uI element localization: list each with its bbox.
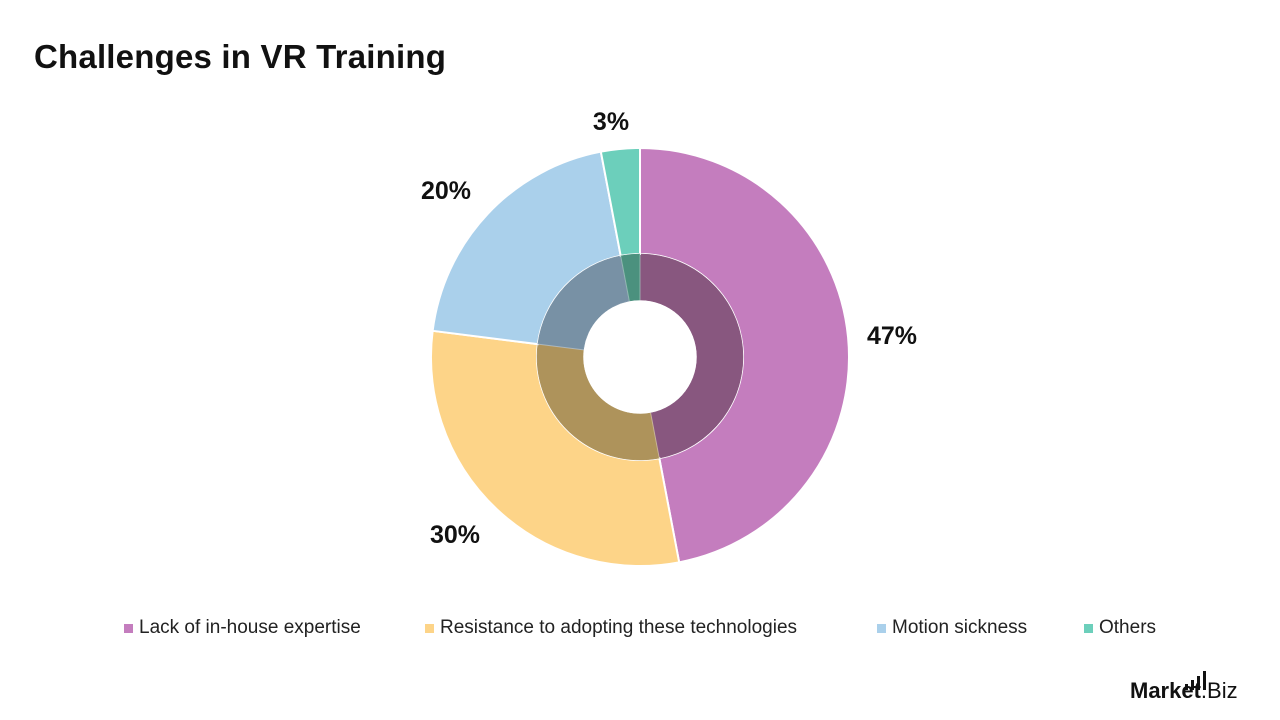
legend-label: Lack of in-house expertise (139, 617, 361, 638)
data-label-lack-of-in-house-expertise: 47% (867, 322, 917, 350)
inner-separator (537, 343, 584, 351)
legend-item-motion-sickness: Motion sickness (877, 616, 1027, 640)
data-label-others: 3% (593, 108, 629, 136)
bar-chart-icon (1185, 670, 1215, 690)
legend-swatch (1084, 623, 1093, 633)
legend-label: Others (1099, 617, 1157, 638)
legend-item-others: Others (1084, 616, 1156, 640)
legend-swatch (877, 623, 886, 633)
legend-swatch (425, 623, 434, 633)
legend-item-lack-of-expertise: Lack of in-house expertise (124, 616, 361, 640)
chart-title: Challenges in VR Training (34, 38, 447, 75)
logo-word-biz: .Biz (1200, 678, 1238, 703)
inner-separator (650, 412, 660, 459)
chart-legend: Lack of in-house expertise Resistance to… (0, 616, 1280, 640)
inner-separator (620, 255, 630, 302)
data-label-motion-sickness: 20% (421, 177, 471, 205)
slice-lack-of-in-house-expertise (639, 146, 850, 564)
data-label-resistance-to-adopting-these-technologies: 30% (430, 521, 480, 549)
inner-ring-others (620, 253, 641, 302)
legend-label: Motion sickness (892, 617, 1028, 638)
logo-word-market: Market (1130, 678, 1201, 703)
legend-item-resistance: Resistance to adopting these technologie… (425, 616, 797, 640)
marketbiz-logo: Market.Biz (1130, 670, 1260, 706)
legend-swatch (124, 623, 133, 633)
legend-label: Resistance to adopting these technologie… (440, 617, 798, 638)
inner-ring-lack-of-in-house-expertise (639, 253, 744, 459)
inner-ring-resistance-to-adopting-these-technologies (536, 343, 660, 461)
logo-text: Market.Biz (1130, 678, 1238, 704)
